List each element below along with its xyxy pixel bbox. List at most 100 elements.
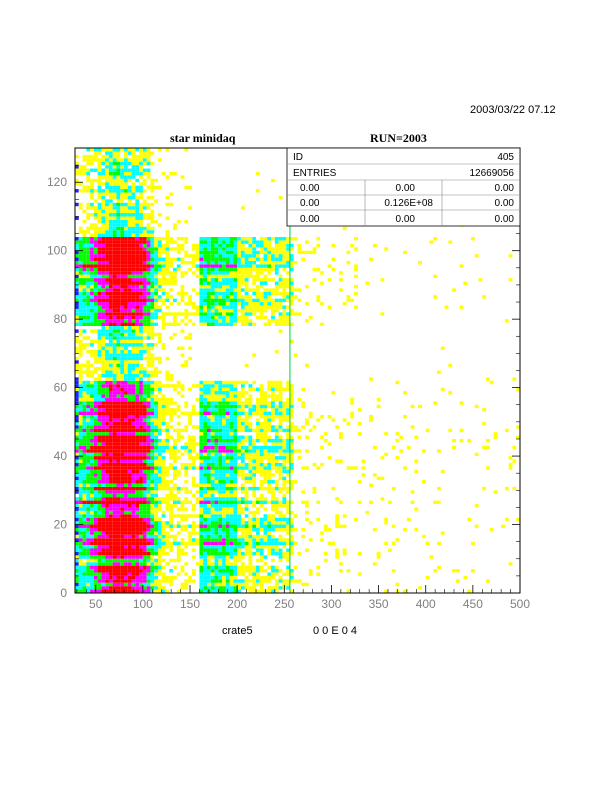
heatmap-cell — [274, 527, 279, 532]
heatmap-cell — [210, 473, 215, 477]
heatmap-cell — [218, 257, 223, 261]
heatmap-cell — [267, 572, 272, 576]
heatmap-cell — [150, 555, 155, 559]
heatmap-cell — [97, 432, 102, 436]
heatmap-cell — [237, 473, 241, 477]
heatmap-cell — [93, 473, 98, 477]
heatmap-cell — [206, 569, 211, 573]
heatmap-cell — [127, 257, 132, 261]
heatmap-cell — [225, 466, 230, 470]
heatmap-cell — [180, 504, 185, 508]
heatmap-cell — [482, 486, 487, 491]
heatmap-cell — [142, 312, 147, 316]
heatmap-cell — [86, 527, 91, 532]
heatmap-cell — [308, 569, 313, 573]
heatmap-cell — [282, 442, 287, 446]
heatmap-cell — [263, 397, 268, 402]
heatmap-cell — [274, 349, 279, 354]
heatmap-cell — [120, 452, 125, 457]
heatmap-cell — [97, 500, 102, 504]
heatmap-cell — [210, 510, 215, 515]
heatmap-cell — [142, 490, 147, 494]
heatmap-cell — [199, 295, 204, 299]
heatmap-cell — [203, 582, 207, 587]
heatmap-cell — [86, 387, 91, 392]
heatmap-cell — [203, 278, 207, 282]
heatmap-cell — [214, 514, 219, 518]
heatmap-cell — [218, 473, 223, 477]
heatmap-cell — [120, 264, 125, 268]
heatmap-cell — [210, 507, 215, 511]
heatmap-cell — [286, 524, 290, 528]
heatmap-cell — [82, 589, 87, 593]
heatmap-cell — [116, 271, 121, 275]
heatmap-cell — [206, 582, 211, 587]
heatmap-cell — [131, 281, 136, 285]
heatmap-cell — [101, 510, 106, 515]
heatmap-cell — [82, 387, 87, 392]
heatmap-cell — [90, 480, 94, 484]
heatmap-cell — [188, 411, 192, 415]
heatmap-cell — [86, 545, 91, 549]
heatmap-cell — [278, 281, 283, 285]
heatmap-cell — [267, 428, 272, 433]
heatmap-cell — [203, 473, 207, 477]
heatmap-cell — [305, 517, 309, 522]
heatmap-cell — [512, 459, 517, 463]
heatmap-cell — [82, 260, 87, 265]
heatmap-cell — [282, 445, 287, 450]
heatmap-cell — [244, 302, 249, 306]
heatmap-cell — [90, 411, 94, 415]
heatmap-cell — [101, 438, 106, 443]
heatmap-cell — [282, 545, 287, 549]
heatmap-cell — [248, 565, 253, 570]
heatmap-cell — [188, 524, 192, 528]
heatmap-cell — [150, 483, 155, 487]
heatmap-cell — [154, 483, 158, 487]
heatmap-cell — [131, 387, 136, 392]
heatmap-cell — [116, 545, 121, 549]
heatmap-cell — [78, 421, 83, 426]
heatmap-cell — [82, 538, 87, 542]
heatmap-cell — [248, 411, 253, 415]
heatmap-cell — [146, 428, 151, 433]
heatmap-cell — [222, 548, 226, 552]
heatmap-cell — [282, 254, 287, 258]
heatmap-cell — [233, 278, 238, 282]
heatmap-cell — [263, 473, 268, 477]
heatmap-cell — [154, 332, 158, 337]
heatmap-cell — [429, 555, 434, 559]
heatmap-cell — [120, 466, 125, 470]
heatmap-cell — [256, 459, 260, 463]
heatmap-cell — [267, 240, 272, 244]
heatmap-cell — [82, 384, 87, 388]
heatmap-cell — [139, 469, 143, 474]
heatmap-cell — [240, 586, 245, 590]
heatmap-cell — [165, 507, 170, 511]
heatmap-cell — [93, 237, 98, 241]
heatmap-cell — [256, 521, 260, 525]
heatmap-cell — [259, 466, 264, 470]
heatmap-cell — [289, 397, 294, 402]
heatmap-cell — [259, 264, 264, 268]
heatmap-cell — [142, 260, 147, 265]
heatmap-cell — [391, 486, 396, 491]
heatmap-cell — [120, 408, 125, 412]
heatmap-cell — [278, 510, 283, 515]
heatmap-cell — [323, 524, 328, 528]
heatmap-cell — [101, 445, 106, 450]
heatmap-cell — [316, 418, 321, 422]
heatmap-cell — [78, 473, 83, 477]
heatmap-cell — [86, 384, 91, 388]
heatmap-cell — [229, 521, 234, 525]
heatmap-cell — [78, 497, 83, 501]
heatmap-cell — [173, 387, 177, 392]
heatmap-cell — [150, 302, 155, 306]
heatmap-cell — [199, 415, 204, 419]
heatmap-cell — [101, 418, 106, 422]
heatmap-cell — [233, 415, 238, 419]
heatmap-cell — [146, 569, 151, 573]
heatmap-cell — [157, 284, 162, 289]
heatmap-cell — [142, 291, 147, 296]
heatmap-cell — [214, 483, 219, 487]
